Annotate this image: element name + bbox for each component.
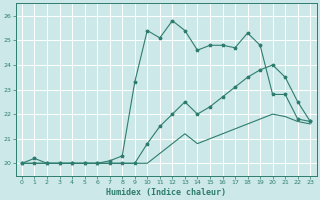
X-axis label: Humidex (Indice chaleur): Humidex (Indice chaleur) xyxy=(106,188,226,197)
